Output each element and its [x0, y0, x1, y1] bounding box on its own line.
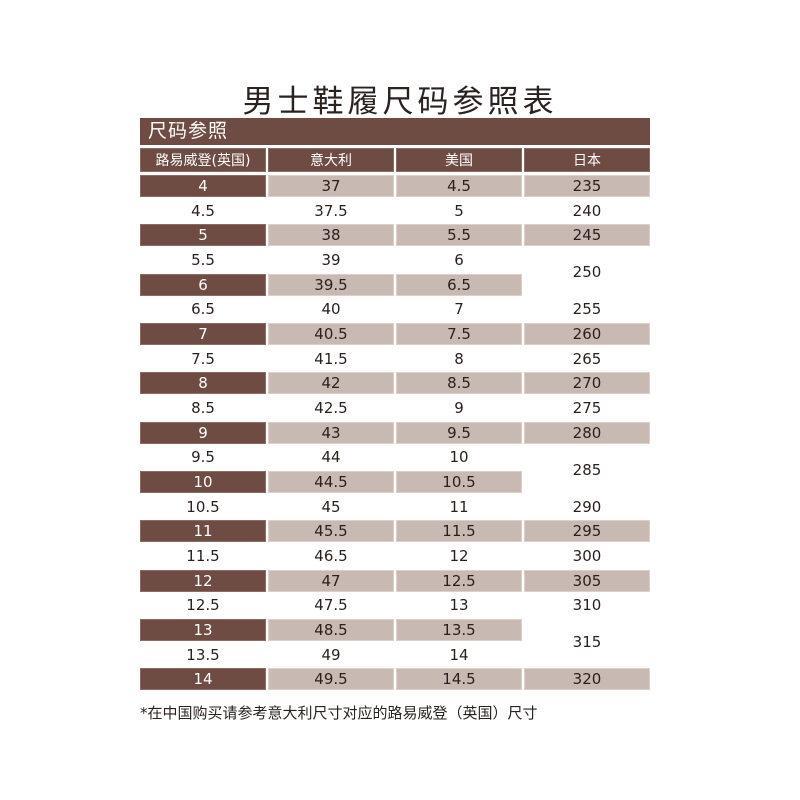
cell-uk: 8 [140, 372, 266, 395]
cell-italy: 44.5 [268, 471, 394, 494]
header-japan: 日本 [524, 148, 650, 172]
cell-japan: 300 [524, 545, 650, 568]
cell-italy: 41.5 [268, 347, 394, 370]
cell-japan: 315 [524, 619, 650, 666]
header-italy: 意大利 [268, 148, 394, 172]
cell-us: 10 [396, 446, 522, 469]
cell-italy: 39 [268, 249, 394, 271]
cell-us: 12 [396, 545, 522, 568]
cell-us: 14.5 [396, 668, 522, 691]
cell-japan: 240 [524, 199, 650, 222]
cell-us: 4.5 [396, 175, 522, 197]
cell-uk: 10 [140, 471, 266, 494]
cell-us: 13 [396, 594, 522, 617]
cell-italy: 46.5 [268, 545, 394, 568]
cell-japan: 305 [524, 569, 650, 592]
cell-uk: 12 [140, 569, 266, 592]
cell-uk: 4.5 [140, 199, 266, 222]
cell-uk: 11 [140, 520, 266, 543]
footnote: *在中国购买请参考意大利尺寸对应的路易威登（英国）尺寸 [140, 704, 538, 722]
cell-us: 11 [396, 495, 522, 518]
cell-uk: 9.5 [140, 446, 266, 469]
cell-uk: 4 [140, 175, 266, 197]
cell-italy: 39.5 [268, 273, 394, 296]
cell-uk: 5.5 [140, 249, 266, 271]
cell-uk: 5 [140, 224, 266, 247]
header-uk: 路易威登(英国) [140, 148, 266, 172]
cell-us: 9 [396, 397, 522, 420]
cell-italy: 49.5 [268, 668, 394, 691]
cell-italy: 38 [268, 224, 394, 247]
cell-japan: 245 [524, 224, 650, 247]
cell-us: 6 [396, 249, 522, 271]
cell-us: 7 [396, 298, 522, 321]
cell-us: 8 [396, 347, 522, 370]
cell-japan: 285 [524, 446, 650, 494]
cell-us: 12.5 [396, 569, 522, 592]
cell-italy: 45.5 [268, 520, 394, 543]
cell-italy: 45 [268, 495, 394, 518]
cell-uk: 14 [140, 668, 266, 691]
cell-italy: 37.5 [268, 199, 394, 222]
cell-uk: 13 [140, 619, 266, 642]
header-us: 美国 [396, 148, 522, 172]
cell-italy: 48.5 [268, 619, 394, 642]
cell-uk: 10.5 [140, 495, 266, 518]
cell-us: 13.5 [396, 619, 522, 642]
cell-japan: 250 [524, 249, 650, 296]
cell-uk: 11.5 [140, 545, 266, 568]
cell-uk: 9 [140, 421, 266, 444]
cell-italy: 47 [268, 569, 394, 592]
cell-uk: 6.5 [140, 298, 266, 321]
cell-uk: 7 [140, 323, 266, 346]
section-header: 尺码参照 [140, 118, 650, 145]
cell-italy: 43 [268, 421, 394, 444]
cell-us: 11.5 [396, 520, 522, 543]
cell-us: 14 [396, 643, 522, 666]
cell-uk: 8.5 [140, 397, 266, 420]
cell-uk: 13.5 [140, 643, 266, 666]
cell-italy: 49 [268, 643, 394, 666]
cell-us: 8.5 [396, 372, 522, 395]
cell-us: 10.5 [396, 471, 522, 494]
cell-us: 5.5 [396, 224, 522, 247]
cell-italy: 37 [268, 175, 394, 197]
cell-japan: 235 [524, 175, 650, 197]
cell-japan: 320 [524, 668, 650, 691]
cell-us: 7.5 [396, 323, 522, 346]
cell-japan: 290 [524, 495, 650, 518]
cell-us: 9.5 [396, 421, 522, 444]
cell-japan: 310 [524, 594, 650, 617]
cell-italy: 47.5 [268, 594, 394, 617]
cell-japan: 255 [524, 298, 650, 321]
cell-japan: 275 [524, 397, 650, 420]
cell-japan: 265 [524, 347, 650, 370]
cell-italy: 40.5 [268, 323, 394, 346]
cell-japan: 280 [524, 421, 650, 444]
cell-japan: 260 [524, 323, 650, 346]
cell-japan: 270 [524, 372, 650, 395]
cell-italy: 44 [268, 446, 394, 469]
cell-italy: 42 [268, 372, 394, 395]
cell-us: 5 [396, 199, 522, 222]
cell-uk: 7.5 [140, 347, 266, 370]
cell-italy: 40 [268, 298, 394, 321]
cell-japan: 295 [524, 520, 650, 543]
cell-uk: 12.5 [140, 594, 266, 617]
cell-uk: 6 [140, 273, 266, 296]
cell-us: 6.5 [396, 273, 522, 296]
page-title: 男士鞋履尺码参照表 [242, 84, 558, 120]
cell-italy: 42.5 [268, 397, 394, 420]
